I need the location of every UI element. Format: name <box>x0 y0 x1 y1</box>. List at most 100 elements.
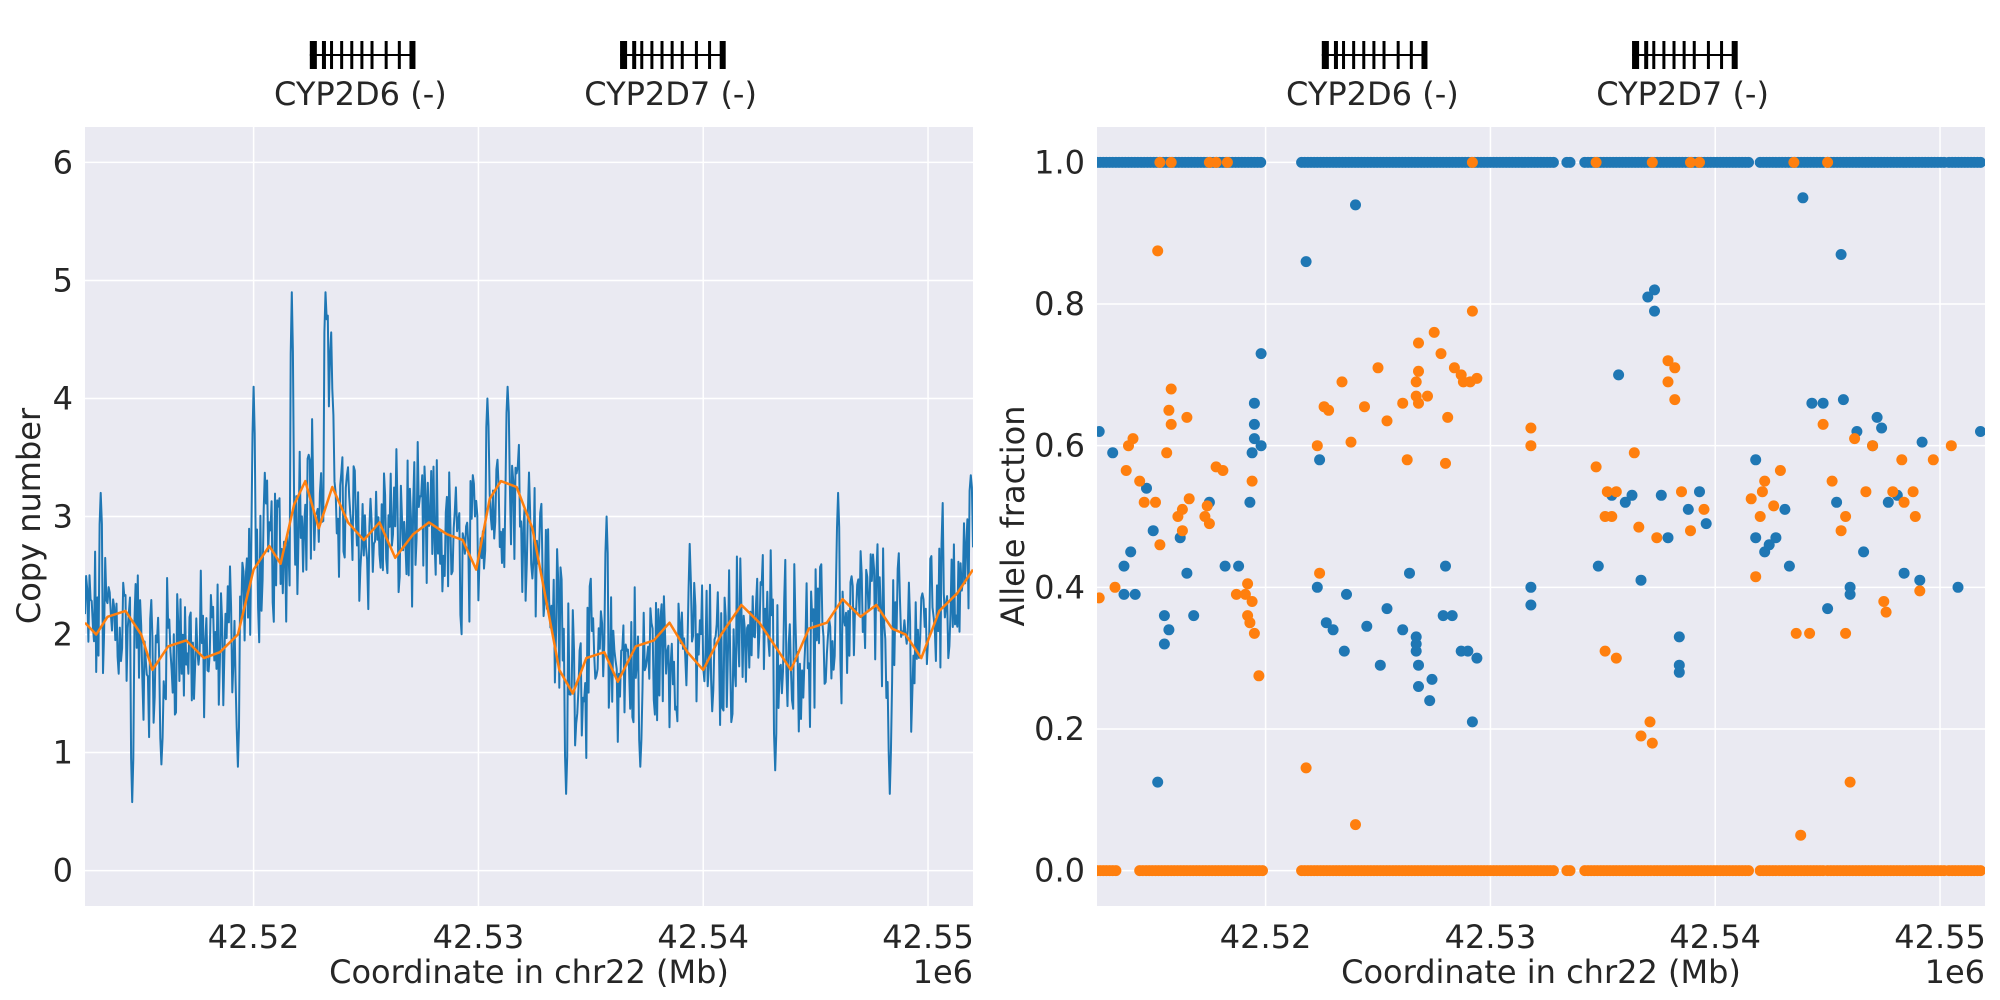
allele-fraction-point-blue <box>1694 486 1705 498</box>
allele-fraction-point-orange <box>1606 511 1618 522</box>
allele-fraction-point-blue <box>1655 489 1667 501</box>
allele-fraction-point-blue <box>1404 567 1415 579</box>
copy-number-y-tick-label: 0 <box>53 852 73 890</box>
allele-fraction-point-orange <box>1822 156 1834 168</box>
allele-fraction-point-blue <box>1750 454 1762 466</box>
allele-fraction-point-orange <box>1909 511 1921 522</box>
allele-fraction-point-orange <box>1945 440 1957 452</box>
allele-fraction-point-orange <box>1359 401 1370 413</box>
gene-exon <box>397 41 401 69</box>
allele-fraction-point-orange <box>1413 397 1424 409</box>
allele-fraction-point-blue <box>1248 433 1260 445</box>
allele-fraction-point-blue <box>1158 638 1170 650</box>
gene-label: CYP2D6 (-) <box>274 75 447 113</box>
allele-fraction-point-blue <box>1763 539 1775 551</box>
allele-fraction-point-orange <box>1176 503 1188 515</box>
allele-fraction-point-orange <box>1628 447 1640 459</box>
allele-fraction-point-orange <box>1246 475 1258 487</box>
allele-fraction-point-orange <box>1242 578 1254 590</box>
copy-number-gene-track: CYP2D6 (-) CYP2D7 (-) <box>274 41 757 113</box>
allele-fraction-point-orange <box>1525 422 1537 434</box>
gene-exon <box>1342 41 1346 69</box>
gene-exon <box>350 41 354 69</box>
allele-fraction-point-orange <box>1698 503 1710 515</box>
allele-fraction-point-orange <box>1610 652 1622 664</box>
allele-fraction-point-orange <box>1161 447 1173 459</box>
allele-fraction-point-orange <box>1898 496 1910 508</box>
allele-fraction-point-blue <box>1129 588 1141 600</box>
gene-exon <box>1652 41 1656 69</box>
allele-fraction-point-blue <box>1673 666 1685 678</box>
allele-fraction-point-blue <box>1437 610 1449 622</box>
allele-fraction-point-orange <box>1914 585 1926 597</box>
allele-fraction-point-blue <box>1750 532 1762 544</box>
allele-fraction-point-orange <box>1246 596 1258 607</box>
allele-fraction-point-orange <box>1097 592 1105 604</box>
allele-fraction-tick-labels: 42.52 42.53 42.54 42.55 0.0 0.2 0.4 0.6 0.8 1.0 <box>1034 143 1986 956</box>
allele-fraction-point-blue <box>1158 610 1170 622</box>
gene-exon <box>1372 41 1376 69</box>
allele-fraction-point-orange <box>1221 156 1233 168</box>
allele-fraction-point-orange <box>1440 457 1451 469</box>
allele-fraction-point-orange <box>1774 465 1786 476</box>
allele-fraction-point-blue <box>1413 681 1424 692</box>
allele-fraction-point-orange <box>1248 627 1260 639</box>
allele-fraction-point-blue <box>1163 624 1175 636</box>
allele-fraction-point-blue <box>1314 454 1326 466</box>
allele-fraction-point-blue <box>1311 581 1323 593</box>
copy-number-y-tick-label: 4 <box>53 379 73 417</box>
allele-fraction-point-blue <box>1397 624 1409 636</box>
allele-fraction-y-tick-label: 0.8 <box>1034 285 1085 323</box>
allele-fraction-point-blue <box>1440 560 1451 572</box>
allele-fraction-point-orange <box>1176 525 1188 537</box>
gene-exon <box>719 41 726 69</box>
allele-fraction-point-orange <box>1685 156 1696 168</box>
gene-exon <box>1396 41 1400 69</box>
copy-number-y-tick-label: 1 <box>53 734 73 772</box>
allele-fraction-point-blue <box>1806 397 1818 409</box>
allele-fraction-point-orange <box>1336 376 1348 388</box>
copy-number-raw-line <box>85 291 973 804</box>
allele-fraction-point-orange <box>1428 326 1440 338</box>
allele-fraction-point-orange <box>1163 404 1175 416</box>
allele-fraction-point-orange <box>1345 436 1357 448</box>
gene-exon <box>1421 41 1428 69</box>
allele-fraction-point-blue <box>1244 496 1256 508</box>
gene-exon <box>1731 41 1738 69</box>
allele-fraction-point-blue <box>1770 532 1782 544</box>
allele-fraction-point-blue <box>1525 581 1537 593</box>
allele-fraction-y-axis-label: Allele fraction <box>994 405 1032 626</box>
gene-exon <box>1706 41 1710 69</box>
allele-fraction-point-blue <box>1592 560 1604 572</box>
allele-fraction-point-blue <box>1410 631 1422 643</box>
allele-fraction-point-orange <box>1840 511 1852 522</box>
allele-fraction-point-blue <box>1635 574 1647 586</box>
allele-fraction-point-blue <box>1350 199 1361 211</box>
gene-exon <box>384 41 388 69</box>
allele-fraction-point-blue <box>1471 652 1483 664</box>
allele-fraction-point-orange <box>1676 486 1687 498</box>
allele-fraction-point-orange <box>1635 730 1647 742</box>
allele-fraction-point-orange <box>1975 865 1985 877</box>
allele-fraction-point-orange <box>1203 518 1215 530</box>
copy-number-y-tick-label: 3 <box>53 498 73 536</box>
allele-fraction-point-orange <box>1435 348 1447 360</box>
allele-fraction-point-orange <box>1633 521 1645 533</box>
copy-number-x-tick-label: 42.54 <box>657 918 749 956</box>
gene-exon <box>1382 41 1386 69</box>
allele-fraction-point-orange <box>1350 819 1361 831</box>
allele-fraction-point-blue <box>1871 411 1883 423</box>
allele-fraction-data <box>1097 156 1985 877</box>
gene-exon <box>660 41 664 69</box>
gene-exon <box>694 41 698 69</box>
allele-fraction-point-blue <box>1188 610 1200 622</box>
allele-fraction-point-blue <box>1462 645 1474 657</box>
allele-fraction-point-orange <box>1109 581 1121 593</box>
allele-fraction-point-blue <box>1835 249 1847 260</box>
allele-fraction-point-blue <box>1882 496 1894 508</box>
allele-fraction-point-blue <box>1424 695 1436 707</box>
allele-fraction-point-blue <box>1381 603 1393 615</box>
gene-model-2 <box>620 41 726 69</box>
allele-fraction-point-blue <box>1141 482 1152 494</box>
